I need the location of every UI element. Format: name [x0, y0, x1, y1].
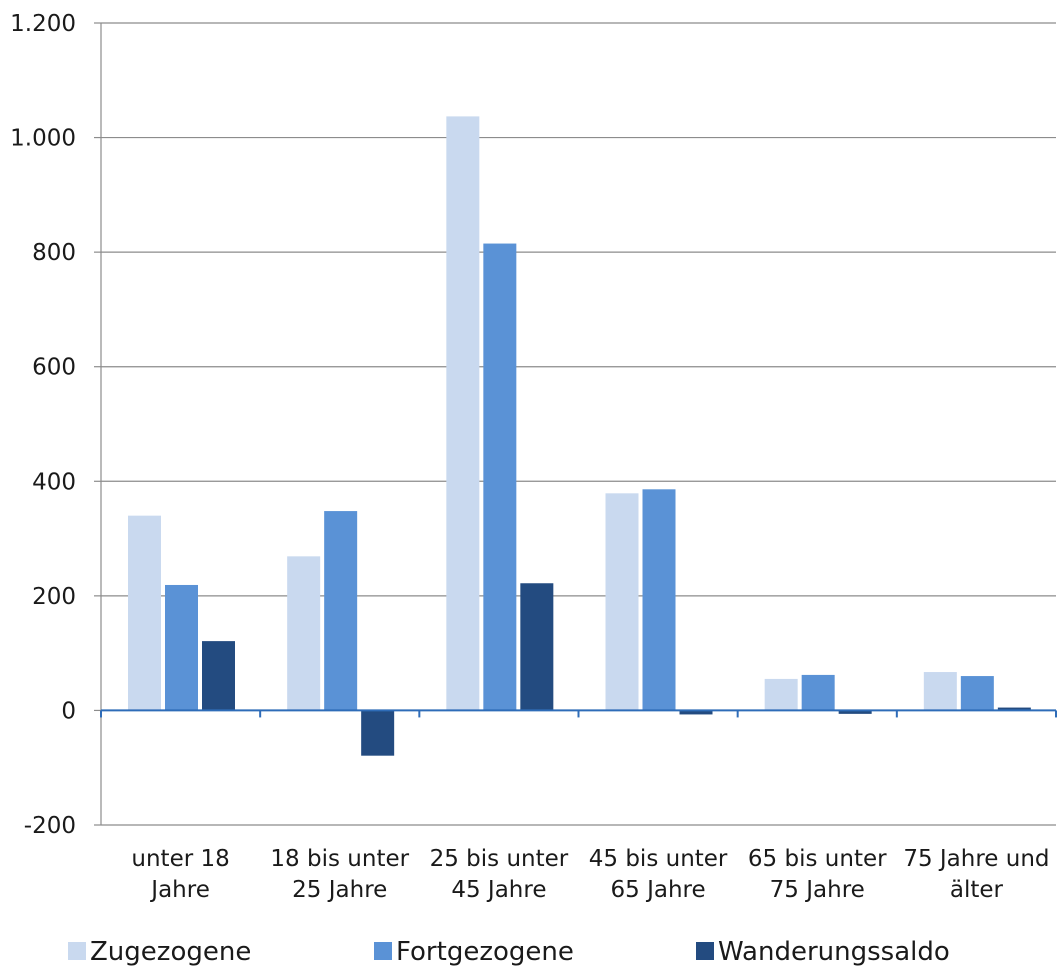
x-category-label-line: unter 18	[131, 846, 229, 872]
axes	[100, 23, 1057, 825]
x-category-label-line: 65 bis unter	[748, 846, 887, 872]
bar-wanderungssaldo-2	[520, 583, 554, 711]
bar-zugezogene-1	[287, 556, 321, 711]
x-category-label-line: Jahre	[149, 877, 210, 903]
y-tick-label: 0	[61, 698, 76, 724]
x-category-label-line: 25 Jahre	[292, 877, 387, 903]
bar-zugezogene-3	[605, 493, 639, 711]
y-tick-labels: -200 0 200 400 600 800 1.000 1.200	[10, 11, 76, 839]
y-tick-label: 1.200	[10, 11, 76, 37]
bar-fortgezogene-4	[801, 674, 835, 711]
legend: Zugezogene Fortgezogene Wanderungssaldo	[68, 937, 950, 966]
x-category-label-line: 45 Jahre	[451, 877, 546, 903]
x-category-label: 18 bis unter 25 Jahre	[270, 846, 409, 903]
x-category-label-line: älter	[950, 877, 1004, 903]
bar-fortgezogene-0	[165, 584, 198, 711]
x-category-label-line: 75 Jahre	[770, 877, 865, 903]
bar-zugezogene-0	[128, 515, 161, 711]
y-tick-label: 800	[32, 240, 76, 266]
x-category-label: 25 bis unter 45 Jahre	[430, 846, 569, 903]
x-category-label-line: 75 Jahre und	[903, 846, 1049, 872]
gridlines	[94, 22, 1056, 826]
legend-label-zugezogene: Zugezogene	[90, 937, 251, 966]
x-category-label: 45 bis unter 65 Jahre	[589, 846, 728, 903]
bar-wanderungssaldo-0	[202, 641, 235, 711]
x-category-label: 75 Jahre und älter	[903, 846, 1049, 903]
y-tick-label: 1.000	[10, 126, 76, 152]
legend-label-wanderungssaldo: Wanderungssaldo	[718, 937, 950, 966]
bars	[128, 116, 1031, 756]
x-category-label-line: 25 bis unter	[430, 846, 569, 872]
bar-wanderungssaldo-3	[679, 710, 713, 715]
legend-swatch-wanderungssaldo	[696, 942, 714, 960]
bar-fortgezogene-2	[483, 243, 517, 711]
legend-label-fortgezogene: Fortgezogene	[396, 937, 574, 966]
bar-wanderungssaldo-1	[361, 710, 395, 756]
x-category-label: unter 18 Jahre	[131, 846, 229, 903]
bar-fortgezogene-1	[324, 511, 358, 711]
x-category-label-line: 65 Jahre	[611, 877, 706, 903]
x-category-label-line: 18 bis unter	[270, 846, 409, 872]
bar-zugezogene-4	[764, 678, 798, 711]
bar-fortgezogene-3	[642, 489, 676, 711]
y-tick-label: 200	[32, 584, 76, 610]
bar-wanderungssaldo-4	[838, 710, 872, 714]
x-category-labels: unter 18 Jahre 18 bis unter 25 Jahre 25 bis …	[131, 846, 1049, 903]
bar-zugezogene-5	[923, 672, 957, 711]
bar-zugezogene-2	[446, 116, 480, 711]
x-category-label-line: 45 bis unter	[589, 846, 728, 872]
bar-wanderungssaldo-5	[997, 707, 1031, 711]
legend-swatch-zugezogene	[68, 942, 86, 960]
y-tick-label: -200	[24, 813, 76, 839]
bar-fortgezogene-5	[960, 676, 994, 711]
y-tick-label: 400	[32, 469, 76, 495]
x-category-label: 65 bis unter 75 Jahre	[748, 846, 887, 903]
y-tick-label: 600	[32, 355, 76, 381]
legend-swatch-fortgezogene	[374, 942, 392, 960]
